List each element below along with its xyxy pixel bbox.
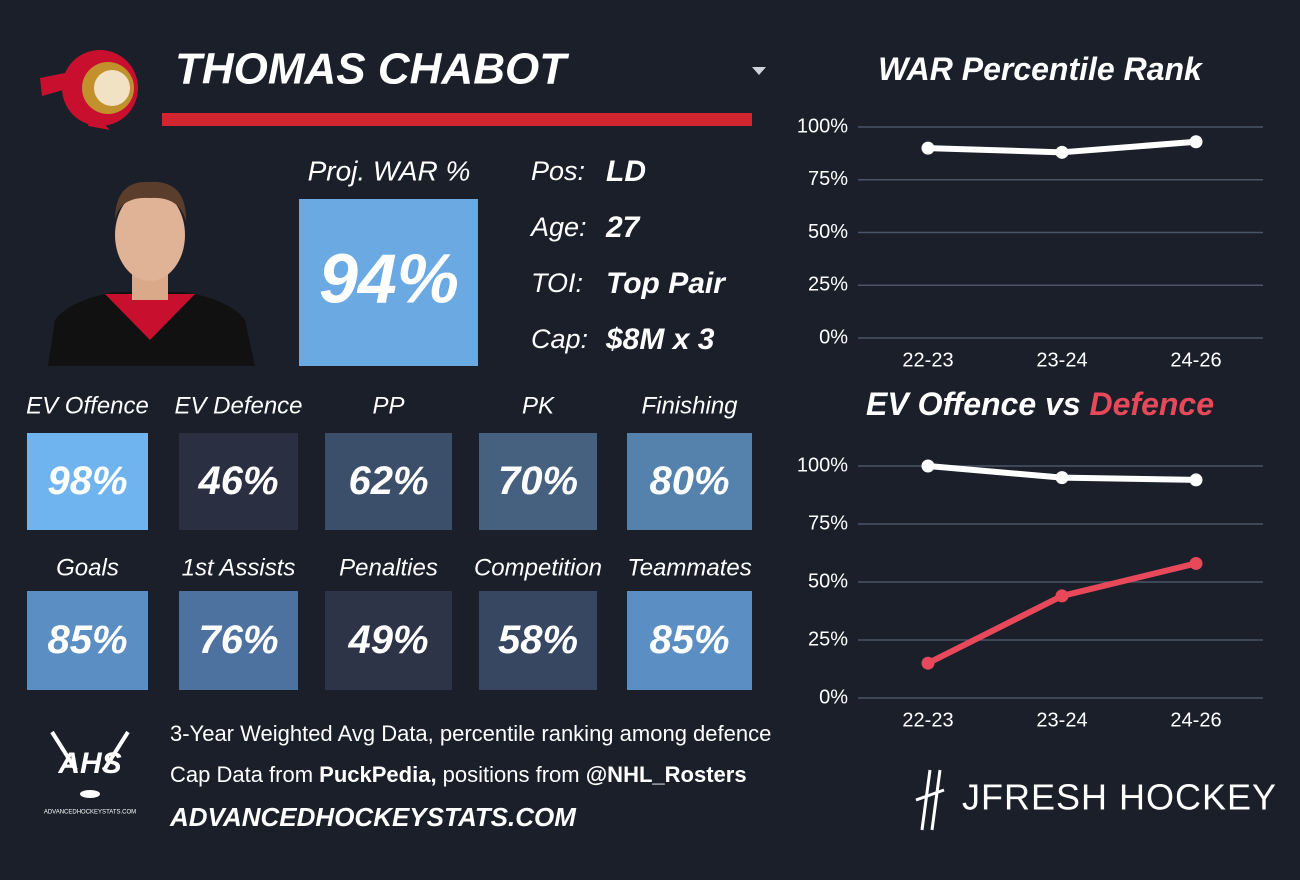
y-tick-label: 25% [808,274,848,296]
series-point [921,459,935,473]
info-value: 27 [605,211,641,244]
stat-label: Goals [56,554,119,581]
stat-cards: EV Offence 98% EV Defence 46% PP 62% PK 70% Fini… [26,392,752,690]
stat-box [325,433,452,530]
stat-label: EV Offence [26,392,149,419]
stat-value: 85% [47,618,127,662]
y-tick-label: 75% [808,168,848,190]
stat-value: 58% [498,618,578,662]
stat-label: Teammates [627,554,752,581]
brand-logo [915,769,945,831]
series-point [921,141,935,155]
chart-title-highlight: Defence [1090,386,1215,422]
brand-name: JFRESH HOCKEY [962,777,1277,818]
proj-war-label: Proj. WAR % [308,155,471,186]
series-point [1055,589,1069,603]
y-tick-label: 50% [808,221,848,243]
y-tick-label: 50% [808,570,848,592]
stat-box [325,591,452,690]
stat-value: 49% [347,618,428,662]
stat-label: Finishing [641,392,738,419]
stat-box [27,433,148,530]
proj-war-value: 94% [319,239,459,317]
stat-label: Penalties [339,554,438,581]
stat-value: 85% [649,618,729,662]
chart-title-text: EV Offence vs [866,386,1090,422]
stat-box [179,591,298,690]
chart-title-text: WAR Percentile Rank [878,51,1204,87]
player-photo [48,181,255,366]
info-label: Cap: [531,324,588,354]
info-label: Pos: [531,156,585,186]
stat-value: 80% [649,459,729,503]
proj-war-box [299,199,478,366]
footer-credits: Cap Data from PuckPedia, positions from … [170,762,747,787]
y-tick-label: 25% [808,628,848,650]
chart-title: WAR Percentile Rank [878,51,1204,87]
stat-label: PK [522,392,555,419]
stat-value: 76% [198,618,278,662]
player-name: THOMAS CHABOT [175,45,569,94]
credit-source: @NHL_Rosters [586,762,747,787]
series-point [1189,473,1203,487]
ahs-logo: AHS ADVANCEDHOCKEYSTATS.COM [44,730,136,816]
x-tick-label: 22-23 [902,349,953,371]
y-tick-label: 0% [819,686,848,708]
x-tick-label: 23-24 [1036,709,1087,731]
x-tick-label: 22-23 [902,709,953,731]
info-label: Age: [529,212,587,242]
credit-text: Cap Data from [170,762,319,787]
stat-box [627,433,752,530]
y-tick-label: 75% [808,512,848,534]
series-point [1055,471,1069,485]
stat-box [627,591,752,690]
stat-label: PP [372,392,404,419]
y-tick-label: 100% [797,115,848,137]
x-tick-label: 24-26 [1170,349,1221,371]
ahs-logo-text: AHS [57,747,121,780]
team-logo [40,50,138,130]
info-value: Top Pair [606,267,727,300]
stat-value: 62% [348,459,428,503]
info-label: TOI: [531,268,583,298]
footer-note: 3-Year Weighted Avg Data, percentile ran… [170,721,771,746]
info-value: LD [606,155,646,188]
dropdown-arrow[interactable] [752,67,766,75]
stat-box [479,433,597,530]
y-tick-label: 100% [797,454,848,476]
stat-value: 46% [197,459,278,503]
info-list: Pos: LD Age: 27 TOI: Top Pair Cap: $8M x 3 [529,155,727,356]
stat-value: 70% [498,459,578,503]
credit-source: PuckPedia, [319,762,436,787]
stat-value: 98% [47,459,127,503]
stat-box [27,591,148,690]
series-point [921,656,935,670]
series-point [1189,135,1203,149]
stat-label: 1st Assists [182,554,296,581]
y-tick-label: 0% [819,326,848,348]
credit-text: positions from [437,762,586,787]
x-tick-label: 23-24 [1036,349,1087,371]
footer-website: ADVANCEDHOCKEYSTATS.COM [169,802,577,832]
series-point [1055,145,1069,159]
series-point [1189,556,1203,570]
chart-title: EV Offence vs Defence [866,386,1214,422]
ahs-logo-subtext: ADVANCEDHOCKEYSTATS.COM [44,810,136,816]
charts: WAR Percentile Rank 0% 25% 50% 75% 100% 22-23 2… [797,51,1263,731]
info-value: $8M x 3 [605,323,715,356]
stat-label: EV Defence [174,392,302,419]
x-tick-label: 24-26 [1170,709,1221,731]
stat-label: Competition [474,554,602,581]
stat-box [479,591,597,690]
name-underline [162,113,752,126]
stat-box [179,433,298,530]
